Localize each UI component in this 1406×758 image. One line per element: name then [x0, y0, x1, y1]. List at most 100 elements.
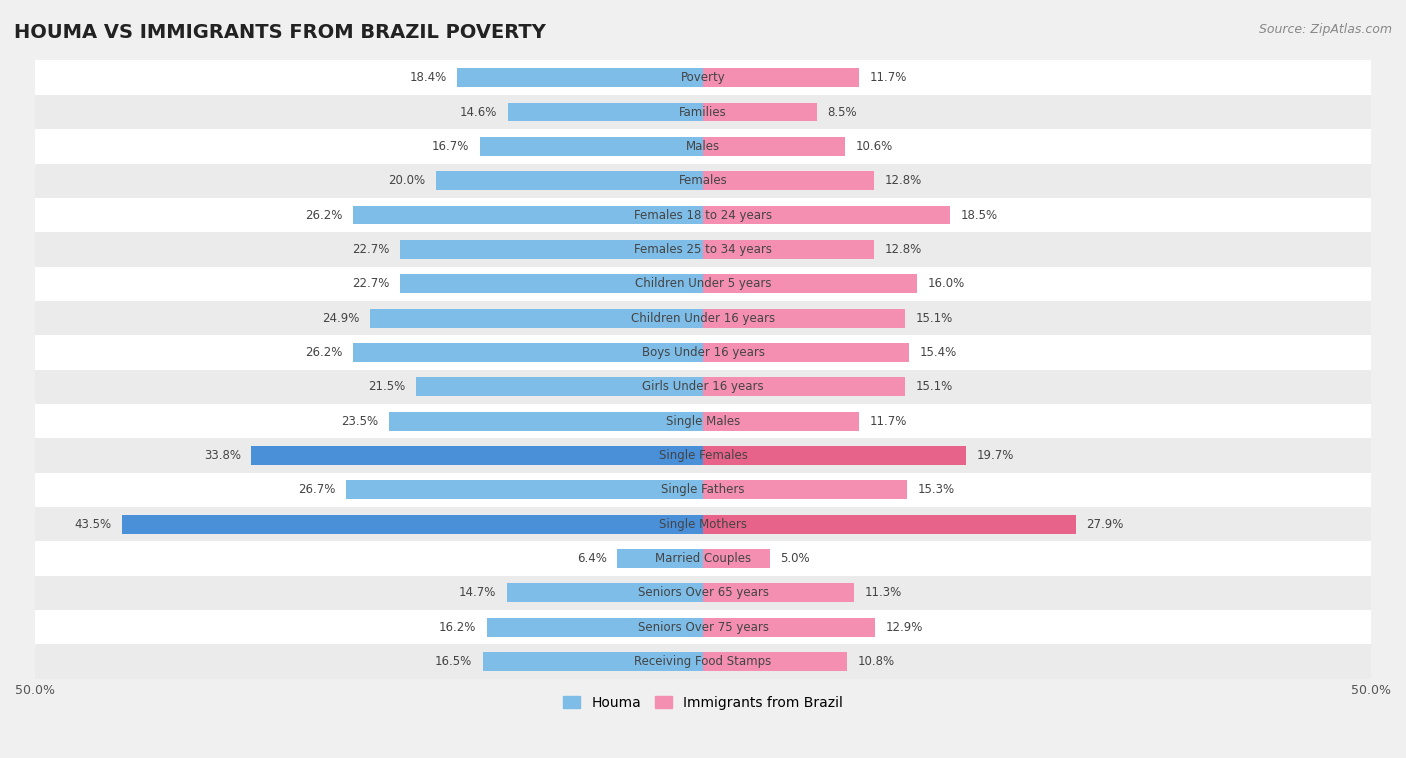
- Bar: [703, 584, 853, 603]
- Text: 15.1%: 15.1%: [915, 312, 953, 324]
- Text: Females 25 to 34 years: Females 25 to 34 years: [634, 243, 772, 256]
- Text: 21.5%: 21.5%: [368, 381, 405, 393]
- Text: 15.1%: 15.1%: [915, 381, 953, 393]
- Text: 11.7%: 11.7%: [870, 71, 907, 84]
- Text: 23.5%: 23.5%: [342, 415, 378, 428]
- Text: 26.2%: 26.2%: [305, 346, 342, 359]
- Bar: [457, 68, 703, 87]
- Bar: [35, 438, 1371, 473]
- Bar: [703, 515, 1076, 534]
- Bar: [703, 446, 966, 465]
- Bar: [703, 68, 859, 87]
- Text: Receiving Food Stamps: Receiving Food Stamps: [634, 655, 772, 668]
- Bar: [35, 644, 1371, 678]
- Text: 43.5%: 43.5%: [75, 518, 111, 531]
- Text: 18.5%: 18.5%: [960, 208, 998, 221]
- Text: 19.7%: 19.7%: [977, 449, 1014, 462]
- Text: Seniors Over 75 years: Seniors Over 75 years: [637, 621, 769, 634]
- Text: 20.0%: 20.0%: [388, 174, 425, 187]
- Bar: [252, 446, 703, 465]
- Bar: [35, 576, 1371, 610]
- Text: Females: Females: [679, 174, 727, 187]
- Text: 26.7%: 26.7%: [298, 484, 336, 496]
- Bar: [35, 404, 1371, 438]
- Text: Children Under 16 years: Children Under 16 years: [631, 312, 775, 324]
- Bar: [508, 102, 703, 121]
- Text: Single Males: Single Males: [666, 415, 740, 428]
- Bar: [35, 541, 1371, 576]
- Text: 16.7%: 16.7%: [432, 140, 470, 153]
- Text: Families: Families: [679, 105, 727, 118]
- Bar: [703, 205, 950, 224]
- Bar: [703, 481, 907, 500]
- Bar: [35, 610, 1371, 644]
- Bar: [399, 274, 703, 293]
- Bar: [399, 240, 703, 258]
- Text: Single Fathers: Single Fathers: [661, 484, 745, 496]
- Text: 11.3%: 11.3%: [865, 587, 901, 600]
- Bar: [703, 652, 848, 671]
- Bar: [479, 137, 703, 156]
- Text: 24.9%: 24.9%: [322, 312, 360, 324]
- Text: Females 18 to 24 years: Females 18 to 24 years: [634, 208, 772, 221]
- Text: 18.4%: 18.4%: [409, 71, 447, 84]
- Bar: [370, 309, 703, 327]
- Text: 5.0%: 5.0%: [780, 552, 810, 565]
- Text: Children Under 5 years: Children Under 5 years: [634, 277, 772, 290]
- Text: 27.9%: 27.9%: [1087, 518, 1123, 531]
- Bar: [353, 205, 703, 224]
- Bar: [35, 507, 1371, 541]
- Bar: [416, 377, 703, 396]
- Bar: [703, 274, 917, 293]
- Bar: [35, 129, 1371, 164]
- Text: 11.7%: 11.7%: [870, 415, 907, 428]
- Text: 14.6%: 14.6%: [460, 105, 498, 118]
- Text: Source: ZipAtlas.com: Source: ZipAtlas.com: [1258, 23, 1392, 36]
- Bar: [35, 232, 1371, 267]
- Bar: [346, 481, 703, 500]
- Text: Males: Males: [686, 140, 720, 153]
- Bar: [35, 335, 1371, 370]
- Text: 14.7%: 14.7%: [458, 587, 496, 600]
- Text: Seniors Over 65 years: Seniors Over 65 years: [637, 587, 769, 600]
- Text: 10.6%: 10.6%: [855, 140, 893, 153]
- Bar: [35, 267, 1371, 301]
- Text: 12.8%: 12.8%: [884, 174, 922, 187]
- Bar: [35, 198, 1371, 232]
- Text: Married Couples: Married Couples: [655, 552, 751, 565]
- Bar: [486, 618, 703, 637]
- Bar: [35, 95, 1371, 129]
- Text: 6.4%: 6.4%: [576, 552, 607, 565]
- Text: 15.4%: 15.4%: [920, 346, 956, 359]
- Bar: [703, 412, 859, 431]
- Bar: [703, 309, 904, 327]
- Text: 22.7%: 22.7%: [352, 243, 389, 256]
- Bar: [703, 240, 875, 258]
- Bar: [35, 164, 1371, 198]
- Text: Girls Under 16 years: Girls Under 16 years: [643, 381, 763, 393]
- Text: Poverty: Poverty: [681, 71, 725, 84]
- Bar: [35, 473, 1371, 507]
- Bar: [703, 549, 770, 568]
- Text: Single Mothers: Single Mothers: [659, 518, 747, 531]
- Bar: [703, 343, 908, 362]
- Bar: [703, 102, 817, 121]
- Bar: [482, 652, 703, 671]
- Text: Boys Under 16 years: Boys Under 16 years: [641, 346, 765, 359]
- Bar: [35, 370, 1371, 404]
- Legend: Houma, Immigrants from Brazil: Houma, Immigrants from Brazil: [558, 690, 848, 715]
- Text: 12.8%: 12.8%: [884, 243, 922, 256]
- Text: 8.5%: 8.5%: [827, 105, 856, 118]
- Bar: [703, 377, 904, 396]
- Text: 16.0%: 16.0%: [928, 277, 965, 290]
- Text: 22.7%: 22.7%: [352, 277, 389, 290]
- Bar: [389, 412, 703, 431]
- Bar: [122, 515, 703, 534]
- Bar: [35, 301, 1371, 335]
- Text: 15.3%: 15.3%: [918, 484, 955, 496]
- Bar: [703, 171, 875, 190]
- Text: 12.9%: 12.9%: [886, 621, 924, 634]
- Text: 10.8%: 10.8%: [858, 655, 896, 668]
- Text: Single Females: Single Females: [658, 449, 748, 462]
- Text: 16.2%: 16.2%: [439, 621, 475, 634]
